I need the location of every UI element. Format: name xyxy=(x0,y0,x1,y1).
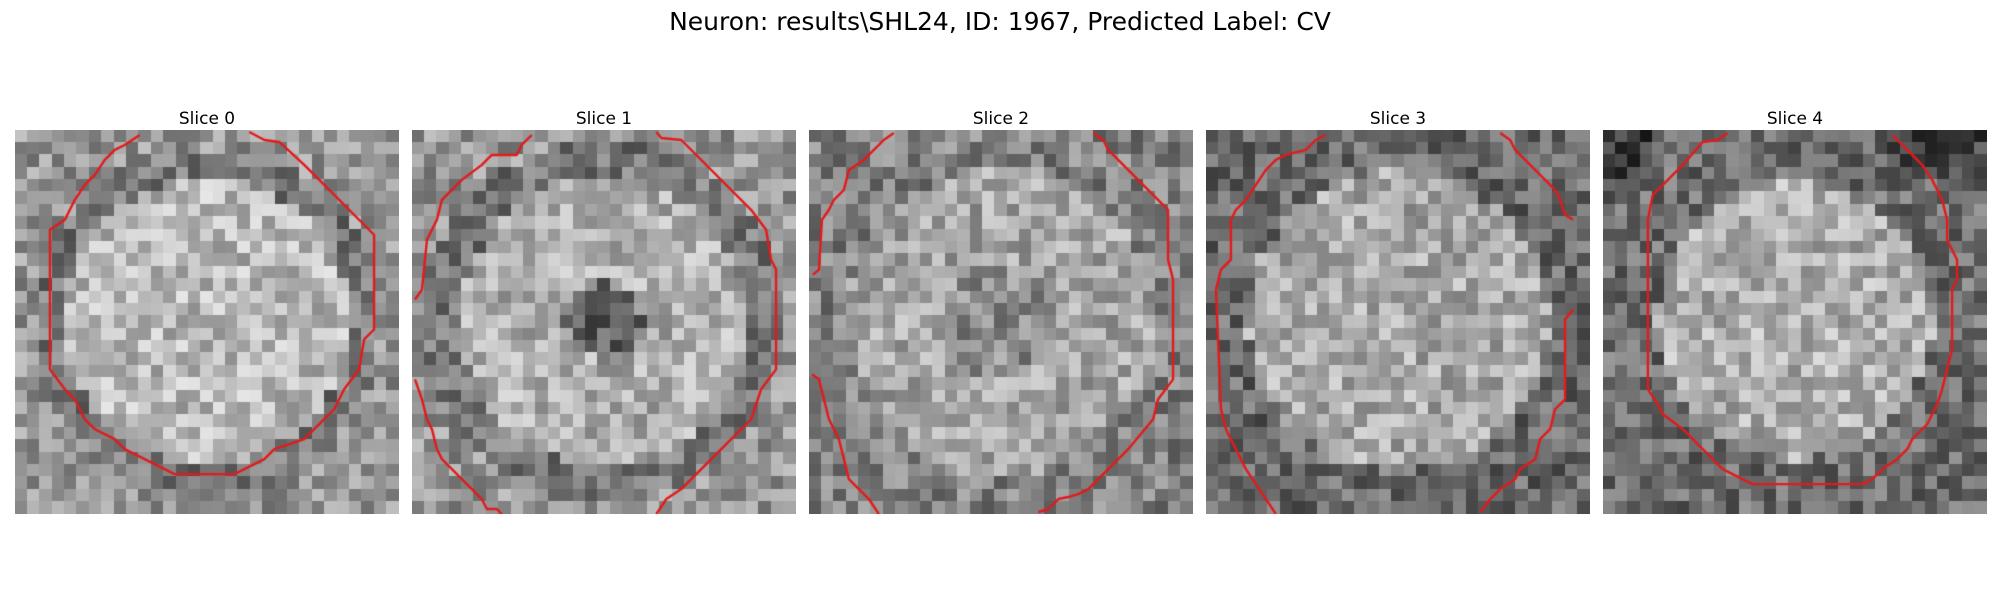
slice-image-1 xyxy=(412,130,796,514)
slice-title: Slice 1 xyxy=(575,109,633,129)
figure-title: Neuron: results\SHL24, ID: 1967, Predict… xyxy=(669,7,1331,36)
slice-title: Slice 2 xyxy=(972,109,1030,129)
slice-panel-3: Slice 3 xyxy=(1206,108,1590,514)
slice-title: Slice 4 xyxy=(1766,109,1824,129)
slice-title: Slice 3 xyxy=(1369,109,1427,129)
slice-panel-0: Slice 0 xyxy=(15,108,399,514)
slice-image-4 xyxy=(1603,130,1987,514)
slice-image-3 xyxy=(1206,130,1590,514)
slice-panel-4: Slice 4 xyxy=(1603,108,1987,514)
slice-title: Slice 0 xyxy=(178,109,236,129)
slice-panel-1: Slice 1 xyxy=(412,108,796,514)
slice-image-2 xyxy=(809,130,1193,514)
slice-image-0 xyxy=(15,130,399,514)
slice-panel-2: Slice 2 xyxy=(809,108,1193,514)
